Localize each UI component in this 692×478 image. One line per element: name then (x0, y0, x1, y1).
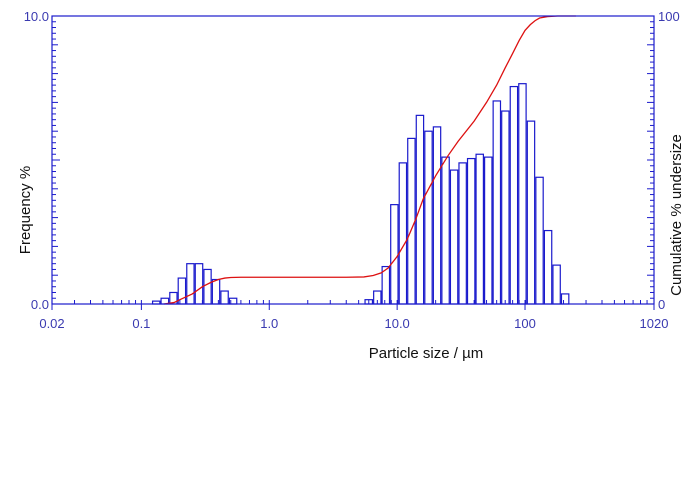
histogram-bar-29 (526, 120, 536, 305)
axis-ticks (51, 15, 655, 310)
histogram-bar-8 (220, 290, 229, 305)
histogram-bar-13 (390, 204, 399, 305)
histogram-bar-30 (535, 176, 544, 305)
histogram-bar-6 (203, 268, 212, 305)
histogram-bar-32 (552, 264, 561, 305)
x-tick-label: 10.0 (384, 316, 409, 331)
x-tick-label: 1020 (640, 316, 669, 331)
y-left-tick-label: 0.0 (31, 297, 49, 312)
histogram-bar-27 (509, 85, 519, 305)
histogram-bar-14 (398, 162, 408, 305)
x-tick-label: 0.02 (39, 316, 64, 331)
y-left-tick-label: 10.0 (24, 9, 49, 24)
histogram-bar-23 (475, 153, 484, 305)
histogram-bar-28 (518, 83, 527, 305)
histogram-bar-31 (543, 229, 553, 305)
y-right-tick-label: 0 (658, 297, 665, 312)
y-axis-left-title: Frequency % (17, 166, 34, 254)
histogram-bar-21 (458, 162, 467, 305)
x-tick-label: 1.0 (260, 316, 278, 331)
axis-tick-labels: 0.02 0.1 1.0 10.0 100 1020 0.0 10.0 0 100 (24, 9, 680, 331)
histogram-bar-19 (441, 156, 450, 305)
histogram-bar-15 (407, 137, 416, 305)
y-right-tick-label: 100 (658, 9, 680, 24)
x-axis-title: Particle size / µm (369, 345, 484, 362)
histogram-bar-18 (432, 126, 442, 305)
histogram-bar-26 (501, 110, 510, 305)
y-axis-right-title: Cumulative % undersize (668, 134, 685, 296)
histogram-bar-5 (194, 263, 204, 305)
histogram-bar-22 (466, 157, 476, 305)
histogram-bar-24 (484, 156, 493, 305)
histogram-bar-33 (560, 293, 570, 305)
plot-frame (51, 15, 655, 305)
x-tick-label: 0.1 (132, 316, 150, 331)
histogram-bar-4 (186, 263, 195, 305)
x-tick-label: 100 (514, 316, 536, 331)
histogram-bar-25 (492, 100, 502, 305)
cumulative-curve (163, 15, 576, 305)
histogram-bars (151, 83, 570, 305)
histogram-bar-17 (424, 130, 433, 305)
histogram-bar-20 (449, 169, 459, 305)
